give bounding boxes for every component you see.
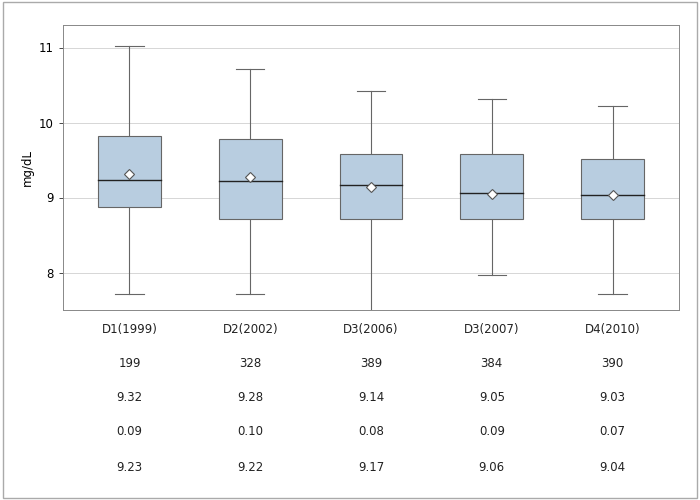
Text: 0.07: 0.07	[600, 425, 626, 438]
Text: 9.17: 9.17	[358, 461, 384, 474]
Text: 9.04: 9.04	[599, 461, 626, 474]
Bar	[581, 158, 644, 218]
Text: 0.09: 0.09	[116, 425, 142, 438]
Text: 0.08: 0.08	[358, 425, 384, 438]
Bar	[98, 136, 161, 206]
Bar	[219, 139, 281, 218]
Text: 9.06: 9.06	[479, 461, 505, 474]
Text: 9.23: 9.23	[116, 461, 143, 474]
Bar	[461, 154, 523, 218]
Text: 9.03: 9.03	[600, 391, 626, 404]
Text: 199: 199	[118, 356, 141, 370]
Text: 0.10: 0.10	[237, 425, 263, 438]
Text: D3(2006): D3(2006)	[343, 322, 399, 336]
Text: 9.32: 9.32	[116, 391, 143, 404]
Text: 328: 328	[239, 356, 261, 370]
Text: 390: 390	[601, 356, 624, 370]
Text: 9.28: 9.28	[237, 391, 263, 404]
Text: D2(2002): D2(2002)	[223, 322, 278, 336]
Bar	[340, 154, 402, 218]
Text: 9.05: 9.05	[479, 391, 505, 404]
Text: D4(2010): D4(2010)	[584, 322, 640, 336]
Text: 384: 384	[481, 356, 503, 370]
Text: 0.09: 0.09	[479, 425, 505, 438]
Y-axis label: mg/dL: mg/dL	[20, 149, 34, 186]
Text: 389: 389	[360, 356, 382, 370]
Text: 9.22: 9.22	[237, 461, 263, 474]
Text: D1(1999): D1(1999)	[102, 322, 158, 336]
Text: D3(2007): D3(2007)	[464, 322, 519, 336]
Text: 9.14: 9.14	[358, 391, 384, 404]
